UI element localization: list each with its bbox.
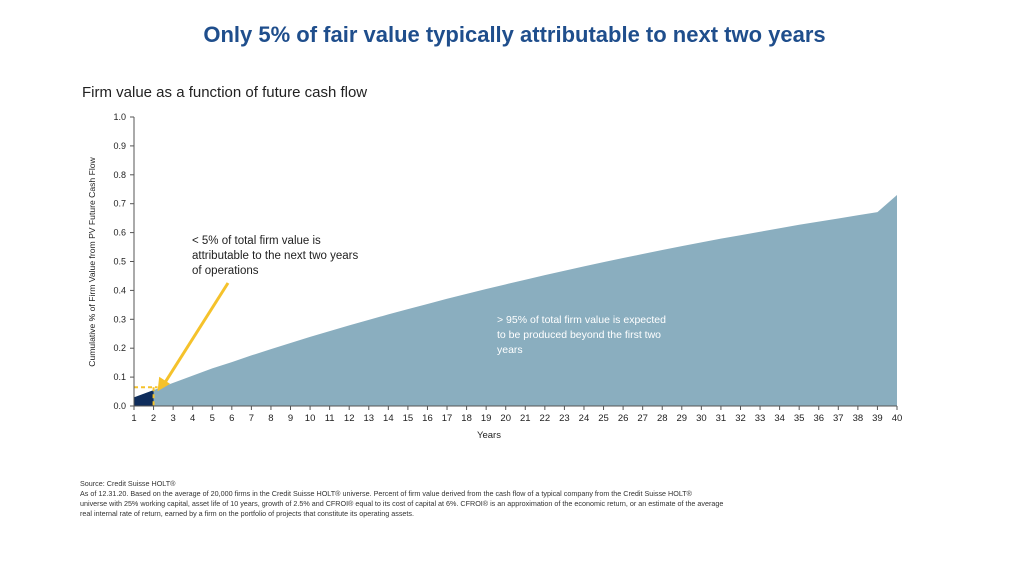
x-tick-label: 13	[363, 413, 374, 424]
footnote-line-1: As of 12.31.20. Based on the average of …	[80, 489, 692, 498]
x-axis: 1 2 3 4 5 6 7 8 9 10 11 12 13 14 15 16 17 18 19 20 21 22 23 24 2…	[131, 405, 903, 424]
x-tick-label: 27	[637, 413, 648, 424]
footnote-line-3: real internal rate of return, earned by …	[80, 509, 414, 518]
x-tick-label: 24	[579, 413, 590, 424]
footnote-source: Source: Credit Suisse HOLT®	[80, 479, 176, 488]
x-tick-label: 12	[344, 413, 355, 424]
highlight-area	[134, 390, 154, 406]
x-tick-label: 30	[696, 413, 707, 424]
y-tick-label: 0.6	[113, 228, 126, 238]
x-tick-label: 40	[892, 413, 903, 424]
y-tick-label: 0.4	[113, 285, 126, 295]
x-tick-label: 39	[872, 413, 883, 424]
x-tick-label: 33	[755, 413, 766, 424]
footnote-line-2: universe with 25% working capital, asset…	[80, 499, 724, 508]
x-tick-label: 31	[716, 413, 727, 424]
y-tick-label: 0.5	[113, 257, 126, 267]
x-tick-label: 1	[131, 413, 136, 424]
annotation-arrowhead	[157, 376, 171, 392]
x-tick-label: 37	[833, 413, 844, 424]
x-tick-label: 18	[461, 413, 472, 424]
y-tick-label: 0.1	[113, 372, 126, 382]
y-tick-label: 0.7	[113, 199, 126, 209]
y-axis: 0.0 0.1 0.2 0.3 0.4 0.5 0.6 0.7 0.8 0.9 1.0	[113, 112, 135, 411]
x-tick-label: 17	[442, 413, 453, 424]
x-tick-label: 38	[853, 413, 864, 424]
page-headline: Only 5% of fair value typically attribut…	[203, 22, 826, 47]
x-tick-label: 10	[305, 413, 316, 424]
x-tick-label: 36	[813, 413, 824, 424]
annotation-beyond-two-years: > 95% of total firm value is expected to…	[497, 314, 666, 356]
x-tick-label: 26	[618, 413, 629, 424]
area-series	[134, 195, 897, 406]
x-tick-label: 8	[268, 413, 273, 424]
x-tick-label: 35	[794, 413, 805, 424]
x-tick-label: 6	[229, 413, 234, 424]
x-tick-label: 9	[288, 413, 293, 424]
annotation-arrow	[163, 282, 230, 385]
x-tick-label: 21	[520, 413, 531, 424]
x-tick-label: 28	[657, 413, 668, 424]
x-tick-label: 7	[249, 413, 254, 424]
x-axis-label: Years	[477, 430, 501, 441]
x-tick-label: 4	[190, 413, 195, 424]
x-tick-label: 20	[500, 413, 511, 424]
x-tick-label: 23	[559, 413, 570, 424]
chart-title: Firm value as a function of future cash …	[82, 84, 368, 101]
y-tick-label: 0.2	[113, 343, 126, 353]
footnote: Source: Credit Suisse HOLT® As of 12.31.…	[80, 479, 850, 519]
y-axis-label: Cumulative % of Firm Value from PV Futur…	[87, 156, 97, 366]
x-tick-label: 2	[151, 413, 156, 424]
y-tick-label: 0.9	[113, 141, 126, 151]
y-tick-label: 0.3	[113, 314, 126, 324]
x-tick-label: 16	[422, 413, 433, 424]
plot-area	[134, 195, 897, 406]
x-tick-label: 29	[677, 413, 688, 424]
y-tick-label: 0.0	[113, 401, 126, 411]
y-tick-label: 1.0	[113, 112, 126, 122]
x-tick-label: 14	[383, 413, 394, 424]
annotation-next-two-years: < 5% of total firm value is attributable…	[192, 235, 359, 277]
x-tick-label: 32	[735, 413, 746, 424]
x-tick-label: 19	[481, 413, 492, 424]
y-tick-label: 0.8	[113, 170, 126, 180]
x-tick-label: 15	[403, 413, 414, 424]
x-tick-label: 3	[170, 413, 175, 424]
x-tick-label: 25	[598, 413, 609, 424]
x-tick-label: 34	[774, 413, 785, 424]
x-tick-label: 11	[325, 413, 335, 424]
x-tick-label: 22	[540, 413, 551, 424]
x-tick-label: 5	[210, 413, 215, 424]
